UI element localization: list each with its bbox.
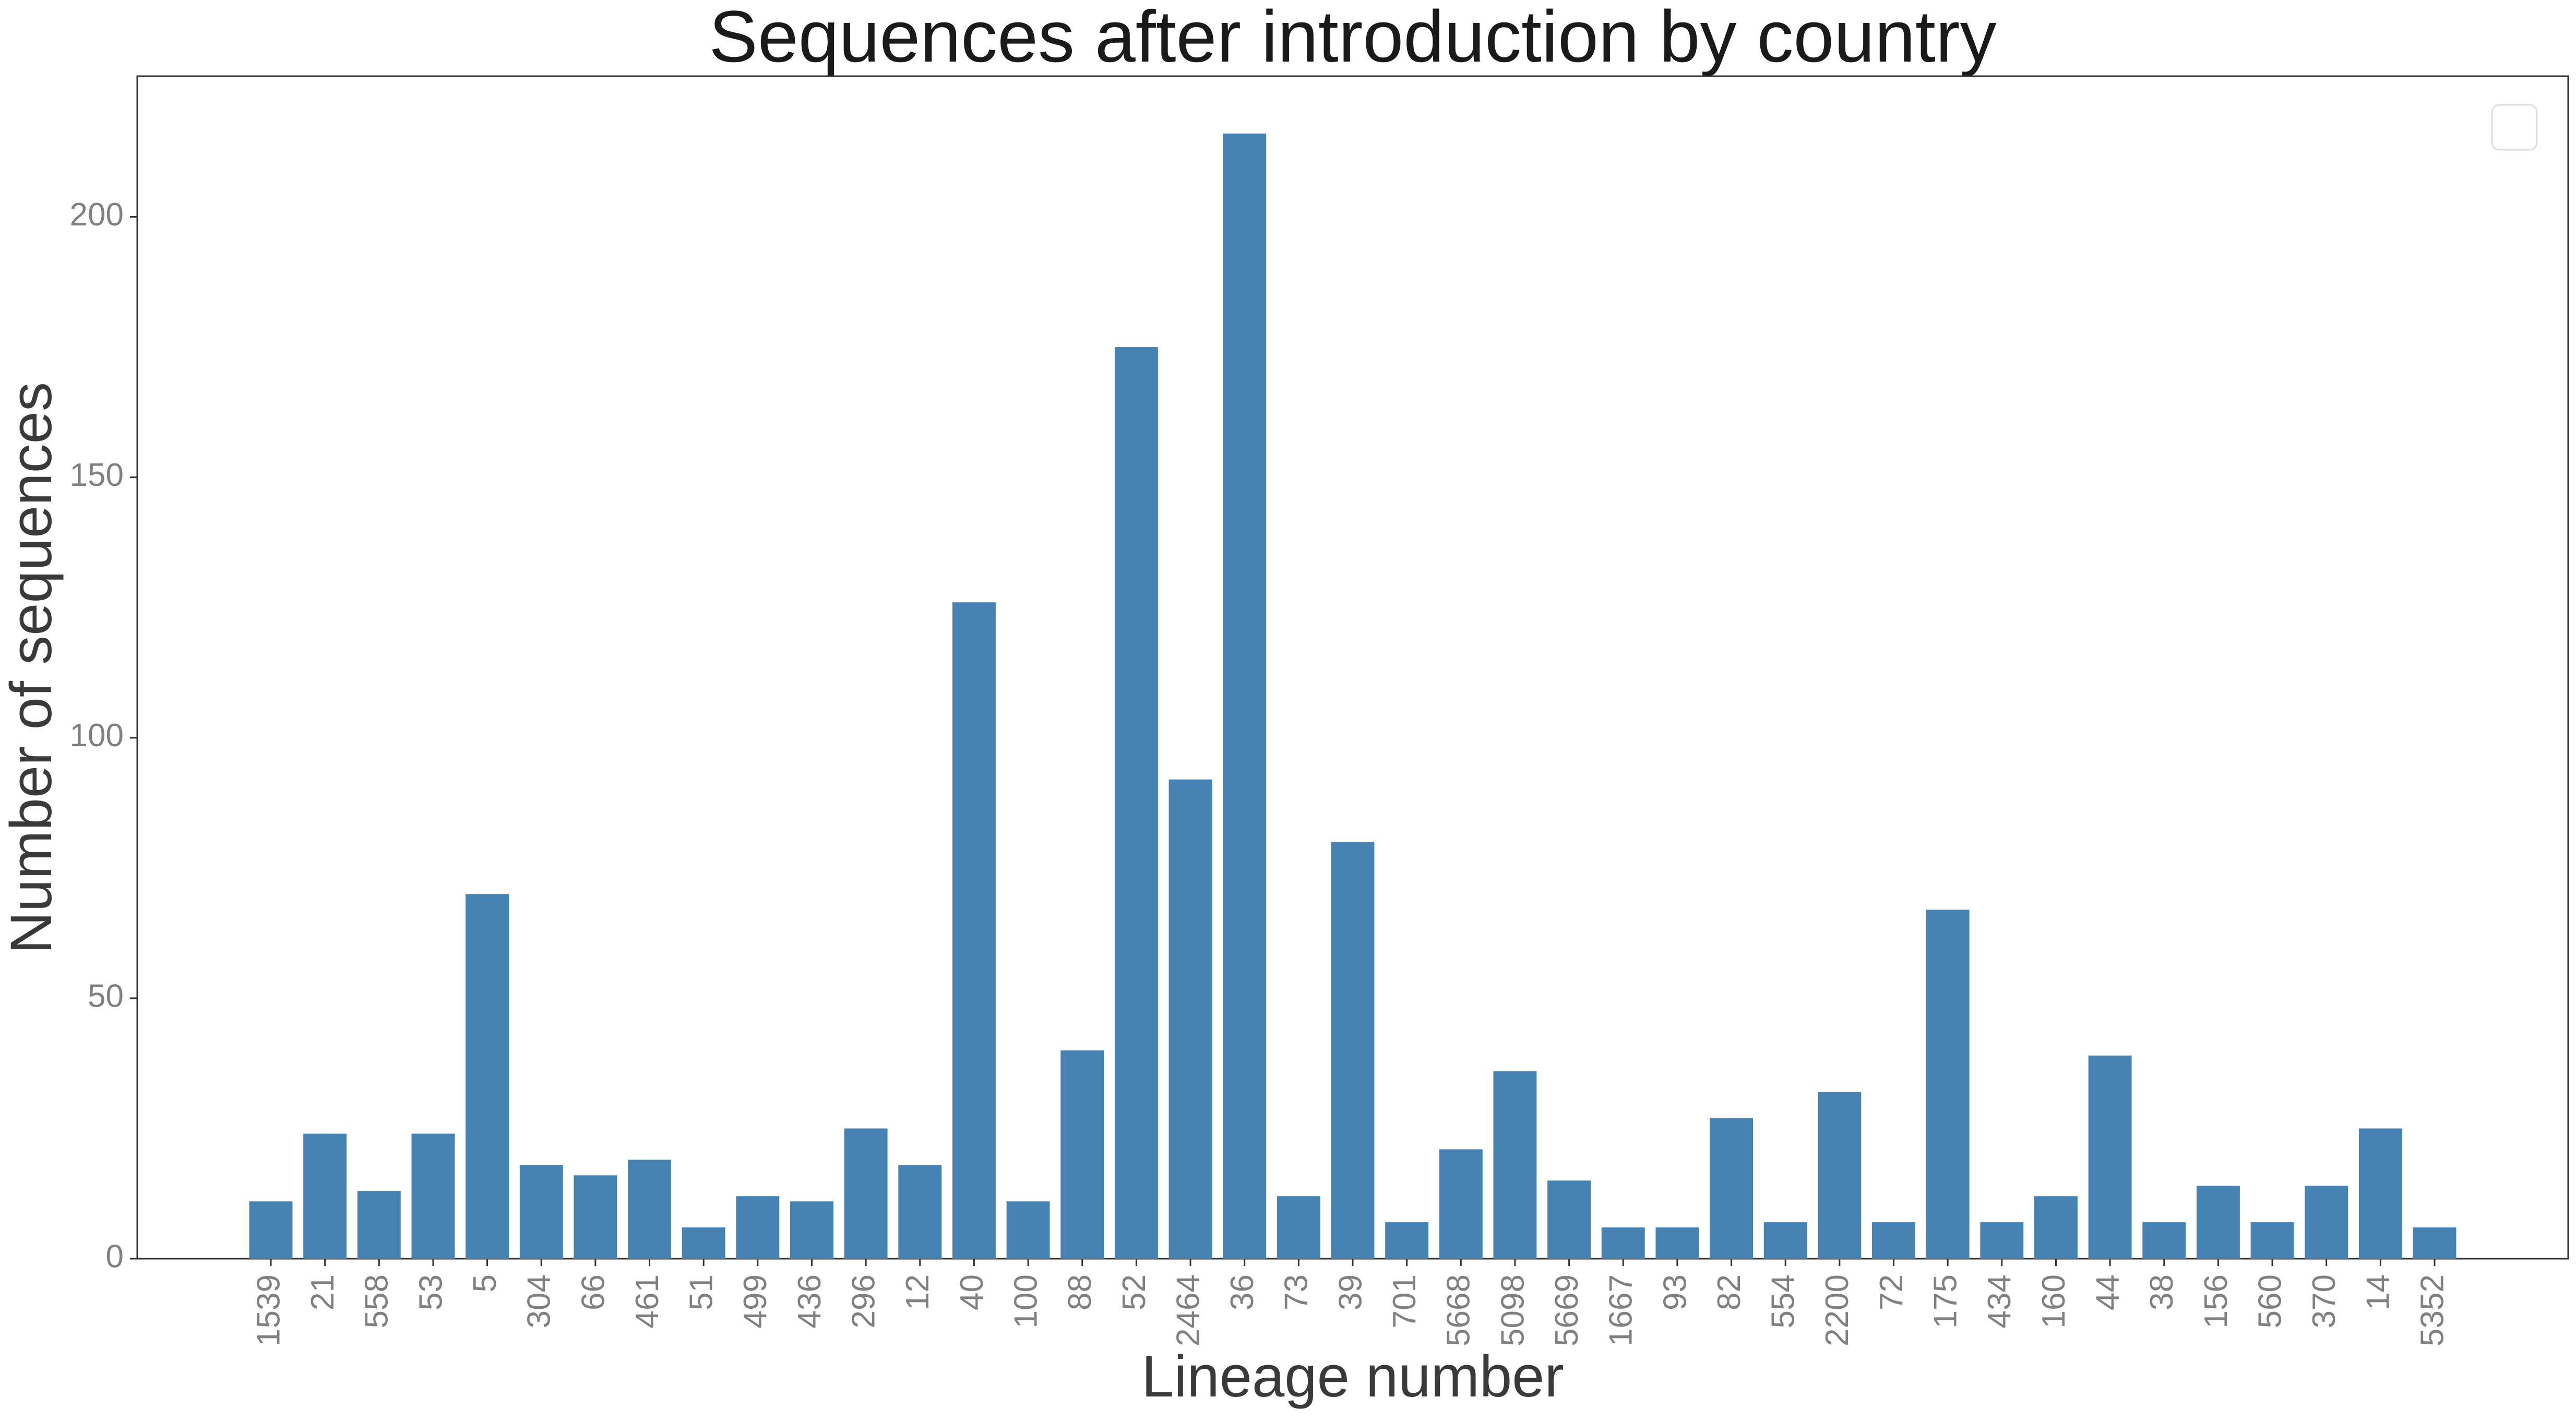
- bar-66: [574, 1175, 617, 1259]
- bar-100: [1006, 1201, 1050, 1259]
- bar-370: [2305, 1186, 2348, 1259]
- y-tick-label: 100: [70, 718, 124, 754]
- bar-1667: [1601, 1227, 1645, 1259]
- bar-560: [2250, 1222, 2294, 1259]
- bar-72: [1872, 1222, 1915, 1259]
- x-tick-label: 1539: [251, 1274, 287, 1346]
- x-tick-label: 370: [2306, 1274, 2342, 1328]
- bar-1539: [249, 1201, 293, 1259]
- x-tick-label: 5352: [2414, 1274, 2450, 1346]
- bar-5098: [1493, 1071, 1537, 1259]
- bar-436: [790, 1201, 833, 1259]
- y-tick-label: 50: [88, 978, 124, 1014]
- x-tick-label: 499: [737, 1274, 773, 1328]
- x-tick-label: 558: [359, 1274, 395, 1328]
- bar-160: [2034, 1196, 2078, 1259]
- x-tick-label: 461: [629, 1274, 665, 1328]
- x-axis: 1539 21 558 53 5 304 66 461 51 499 436 296 12 40 100 88…: [251, 1259, 2450, 1346]
- x-tick-label: 36: [1224, 1274, 1260, 1310]
- y-axis: 0 50 100 150 200: [70, 197, 137, 1274]
- x-tick-label: 40: [954, 1274, 990, 1310]
- bar-701: [1385, 1222, 1429, 1259]
- x-tick-label: 72: [1874, 1274, 1910, 1310]
- x-tick-label: 5669: [1549, 1274, 1585, 1346]
- x-tick-label: 5098: [1495, 1274, 1531, 1346]
- bar-5352: [2413, 1227, 2456, 1259]
- x-tick-label: 66: [575, 1274, 611, 1310]
- bar-44: [2088, 1055, 2132, 1259]
- bar-21: [303, 1133, 347, 1259]
- x-tick-label: 52: [1116, 1274, 1152, 1310]
- x-tick-label: 560: [2252, 1274, 2288, 1328]
- x-tick-label: 5: [467, 1274, 503, 1292]
- x-tick-label: 93: [1657, 1274, 1693, 1310]
- x-tick-label: 53: [413, 1274, 449, 1310]
- x-tick-label: 1667: [1603, 1274, 1639, 1346]
- chart-title: Sequences after introduction by country: [709, 0, 1996, 77]
- x-tick-label: 12: [900, 1274, 936, 1310]
- x-tick-label: 82: [1711, 1274, 1747, 1310]
- bar-499: [736, 1196, 780, 1259]
- bar-36: [1223, 133, 1267, 1259]
- bar-2464: [1168, 779, 1212, 1259]
- bar-51: [682, 1227, 725, 1259]
- x-tick-label: 73: [1279, 1274, 1315, 1310]
- x-axis-title: Lineage number: [1141, 1344, 1564, 1409]
- x-tick-label: 5668: [1441, 1274, 1477, 1346]
- x-tick-label: 39: [1332, 1274, 1368, 1310]
- bar-5668: [1439, 1149, 1483, 1259]
- y-tick-label: 150: [70, 457, 124, 493]
- x-tick-label: 2464: [1170, 1274, 1206, 1346]
- x-tick-label: 175: [1928, 1274, 1964, 1328]
- x-tick-label: 51: [684, 1274, 720, 1310]
- bar-12: [898, 1165, 942, 1259]
- bar-93: [1655, 1227, 1699, 1259]
- x-tick-label: 21: [305, 1274, 341, 1310]
- bar-38: [2142, 1222, 2186, 1259]
- bar-52: [1114, 347, 1158, 1259]
- bar-82: [1710, 1118, 1754, 1259]
- x-tick-label: 701: [1387, 1274, 1423, 1328]
- bars: [249, 133, 2456, 1259]
- x-tick-label: 156: [2198, 1274, 2234, 1328]
- legend: [2491, 104, 2538, 151]
- bar-5669: [1547, 1180, 1591, 1259]
- bar-40: [952, 602, 996, 1259]
- bar-73: [1277, 1196, 1320, 1259]
- bar-14: [2358, 1128, 2402, 1259]
- x-tick-label: 2200: [1819, 1274, 1855, 1346]
- x-tick-label: 160: [2036, 1274, 2072, 1328]
- y-tick-label: 200: [70, 197, 124, 233]
- x-tick-label: 436: [792, 1274, 828, 1328]
- bar-39: [1331, 842, 1375, 1259]
- bar-5: [466, 894, 509, 1259]
- x-tick-label: 296: [846, 1274, 882, 1328]
- bar-175: [1926, 910, 1970, 1259]
- bar-2200: [1818, 1092, 1862, 1259]
- bar-558: [357, 1191, 401, 1259]
- x-tick-label: 44: [2090, 1274, 2126, 1310]
- bar-53: [411, 1133, 455, 1259]
- x-tick-label: 14: [2360, 1274, 2396, 1310]
- x-tick-label: 304: [521, 1274, 557, 1328]
- y-axis-title: Number of sequences: [0, 382, 64, 954]
- x-tick-label: 100: [1008, 1274, 1044, 1328]
- bar-461: [628, 1160, 672, 1259]
- y-tick-label: 0: [106, 1238, 124, 1274]
- bar-88: [1060, 1050, 1104, 1259]
- x-tick-label: 554: [1766, 1274, 1802, 1328]
- bar-156: [2196, 1186, 2240, 1259]
- bar-304: [519, 1165, 563, 1259]
- x-tick-label: 38: [2144, 1274, 2180, 1310]
- x-tick-label: 88: [1062, 1274, 1098, 1310]
- bar-434: [1980, 1222, 2024, 1259]
- bar-554: [1763, 1222, 1807, 1259]
- x-tick-label: 434: [1982, 1274, 2018, 1328]
- bar-296: [844, 1128, 888, 1259]
